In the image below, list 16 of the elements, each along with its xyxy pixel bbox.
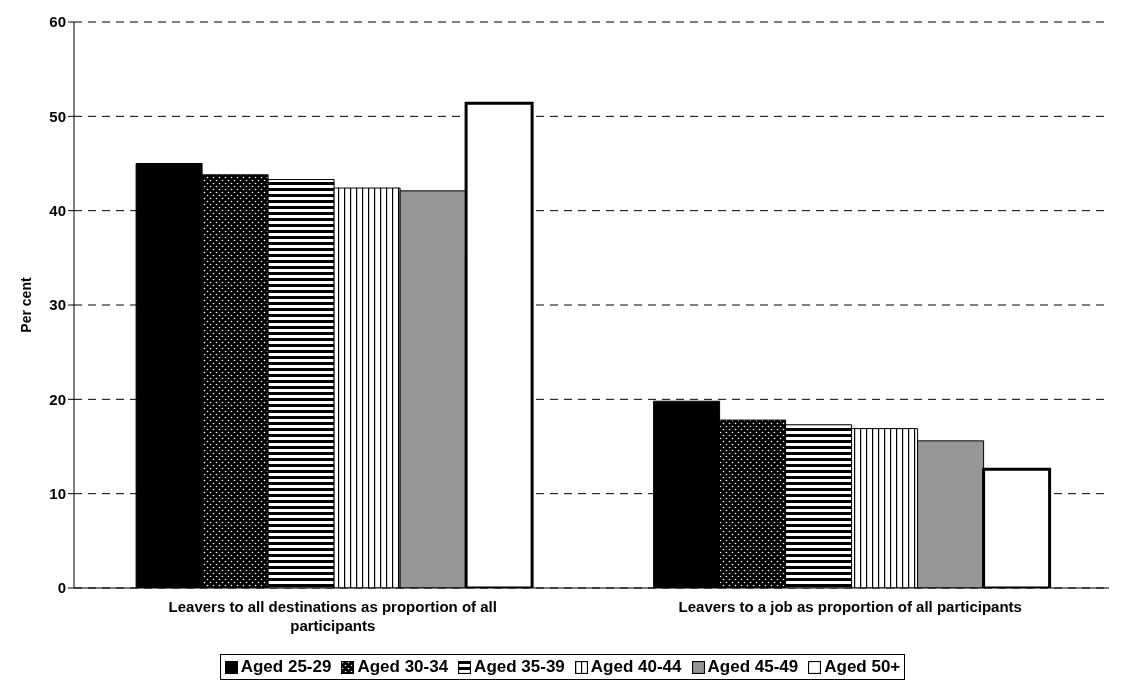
legend-label: Aged 25-29: [239, 657, 332, 677]
y-tick-label: 30: [49, 296, 66, 314]
y-tick-label: 20: [49, 390, 66, 408]
legend-label: Aged 45-49: [706, 657, 799, 677]
y-tick-label: 10: [49, 484, 66, 502]
y-tick-label: 60: [49, 13, 66, 31]
legend-label: Aged 50+: [823, 657, 901, 677]
legend-label: Aged 40-44: [589, 657, 682, 677]
x-tick-label: Leavers to all destinations as proportion of all participants: [168, 598, 497, 634]
y-axis-title: Per cent: [17, 277, 34, 333]
legend-label: Aged 35-39: [473, 657, 565, 677]
y-tick-label: 40: [49, 201, 66, 219]
y-tick-label: 0: [57, 579, 66, 597]
y-tick-label: 50: [49, 107, 66, 125]
legend-label: Aged 30-34: [356, 657, 449, 677]
x-tick-label: Leavers to a job as proportion of all participants: [678, 598, 1022, 615]
